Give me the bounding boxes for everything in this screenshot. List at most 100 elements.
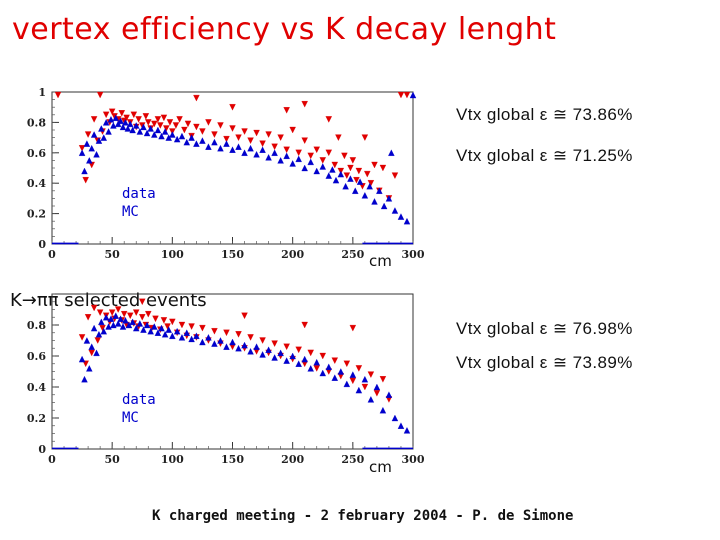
data-point xyxy=(82,177,89,184)
mc-point xyxy=(86,157,93,164)
mc-point xyxy=(183,138,191,146)
data-point xyxy=(341,152,348,160)
plot-bottom-svg: 0 0.2 0.4 0.6 0.8 0 50 100 150 200 250 300 xyxy=(27,293,425,466)
mc-point xyxy=(114,320,122,327)
mc-point xyxy=(211,340,218,347)
mc-point xyxy=(271,149,278,156)
data-point xyxy=(102,111,110,119)
y-tick-label: 0 xyxy=(38,238,46,251)
mc-point xyxy=(105,323,112,330)
data-point xyxy=(347,164,354,172)
mc-point xyxy=(178,334,186,341)
x-tick-label: 50 xyxy=(105,248,121,261)
data-point xyxy=(349,377,357,385)
mc-point xyxy=(90,131,98,138)
mc-point xyxy=(102,119,110,126)
legend-mc-label: MC xyxy=(122,410,139,426)
data-point xyxy=(349,157,357,164)
legend-data-label: data xyxy=(122,392,156,408)
mc-point xyxy=(385,391,393,398)
data-point xyxy=(151,120,158,128)
data-point xyxy=(223,329,230,337)
data-point xyxy=(325,116,333,123)
x-tick-label: 150 xyxy=(221,248,244,261)
mc-point xyxy=(161,330,169,338)
mc-point xyxy=(199,338,206,346)
selection-label: K→ππ selected events xyxy=(10,290,207,311)
mc-point xyxy=(78,355,86,363)
mc-point xyxy=(178,132,186,140)
data-point xyxy=(84,314,92,321)
mc-point xyxy=(98,125,105,132)
mc-point xyxy=(217,144,224,152)
mc-point xyxy=(110,321,117,329)
mc-point xyxy=(337,368,345,375)
y-tick-label: 0.8 xyxy=(27,319,46,332)
data-point xyxy=(114,306,122,313)
x-axis-label: cm xyxy=(369,458,392,476)
mc-point xyxy=(388,149,395,156)
mc-point xyxy=(158,324,165,332)
data-point xyxy=(199,128,206,135)
mc-point xyxy=(355,386,363,394)
mc-point xyxy=(265,154,272,161)
data-point xyxy=(123,114,130,122)
mc-point xyxy=(247,144,254,152)
plot-top-svg: 0 0.2 0.4 0.6 0.8 1 0 50 100 150 200 250 300 xyxy=(27,86,425,261)
data-point xyxy=(152,315,159,323)
data-point xyxy=(343,360,351,368)
data-point xyxy=(283,343,290,351)
mc-point xyxy=(366,182,373,190)
data-point xyxy=(403,91,411,99)
data-point xyxy=(301,101,308,108)
y-tick-label: 0.6 xyxy=(27,147,46,160)
data-point xyxy=(367,180,375,187)
mc-point xyxy=(161,128,169,135)
mc-point xyxy=(283,357,290,364)
mc-point xyxy=(277,349,284,357)
data-point xyxy=(247,137,254,144)
mc-point xyxy=(173,135,181,143)
mc-point xyxy=(217,337,224,344)
mc-point xyxy=(119,323,127,330)
mc-point xyxy=(140,123,147,131)
mc-point xyxy=(403,217,411,225)
data-point xyxy=(90,304,98,312)
mc-point xyxy=(165,326,172,333)
data-point xyxy=(319,157,326,164)
mc-point xyxy=(329,166,336,173)
mc-point xyxy=(193,140,200,147)
y-tick-label: 0.8 xyxy=(27,116,46,129)
data-point xyxy=(229,125,236,132)
mc-point xyxy=(319,163,326,170)
data-point xyxy=(241,128,248,135)
data-point xyxy=(241,312,248,320)
x-tick-label: 300 xyxy=(402,248,425,261)
mc-point xyxy=(147,327,154,335)
data-point xyxy=(90,116,98,123)
data-point xyxy=(145,310,152,318)
mc-point xyxy=(289,160,296,167)
mc-point xyxy=(361,192,369,199)
data-point xyxy=(135,116,142,123)
efficiency-mc-bottom: Vtx global ε ≅ 73.89% xyxy=(456,353,633,372)
mc-point xyxy=(301,164,308,172)
mc-point xyxy=(107,116,115,123)
plot-top: 0 0.2 0.4 0.6 0.8 1 0 50 100 150 200 250 300 data MC… xyxy=(0,84,430,270)
mc-point xyxy=(95,137,103,144)
data-point xyxy=(54,91,62,99)
data-point xyxy=(229,104,236,111)
data-point xyxy=(277,134,284,141)
x-tick-label: 250 xyxy=(341,248,364,261)
efficiency-data-bottom: Vtx global ε ≅ 76.98% xyxy=(456,319,633,338)
x-tick-label: 200 xyxy=(281,453,304,466)
data-point xyxy=(157,122,164,129)
data-point xyxy=(353,177,360,184)
data-point xyxy=(130,111,138,119)
mc-point xyxy=(88,343,95,350)
mc-point xyxy=(117,315,124,322)
x-tick-label: 200 xyxy=(281,248,304,261)
x-tick-label: 100 xyxy=(161,248,184,261)
mc-point xyxy=(129,126,136,134)
mc-point xyxy=(154,126,162,134)
